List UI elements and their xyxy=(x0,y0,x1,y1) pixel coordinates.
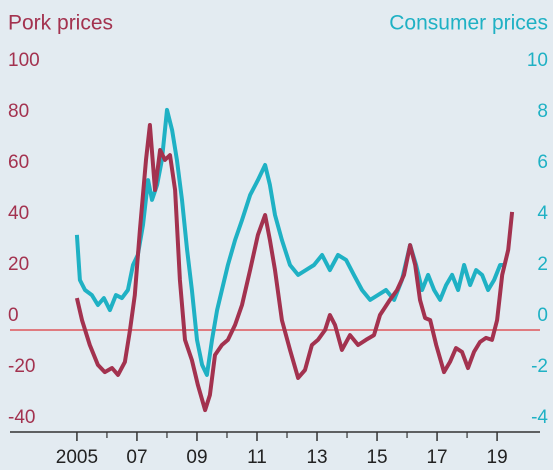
y2-tick-label: 4 xyxy=(537,203,548,224)
y-tick-label: 40 xyxy=(8,203,29,224)
y2-tick-label: -4 xyxy=(531,407,548,428)
x-tick-label: 15 xyxy=(366,447,387,468)
y-tick-label: -40 xyxy=(8,407,35,428)
x-tick-label: 19 xyxy=(487,447,508,468)
y-tick-label: 0 xyxy=(8,305,19,326)
x-tick-label: 13 xyxy=(306,447,327,468)
y-tick-label: -20 xyxy=(8,356,35,377)
series-line xyxy=(74,107,506,377)
y-axis-title: Pork prices xyxy=(8,12,113,35)
x-tick-label: 11 xyxy=(247,447,267,468)
y-tick-label: 20 xyxy=(8,254,29,275)
y-tick-label: 60 xyxy=(8,152,29,173)
x-tick-label: 07 xyxy=(126,447,147,468)
y2-tick-label: 8 xyxy=(537,101,548,122)
x-tick-label: 17 xyxy=(426,447,447,468)
y2-tick-label: -2 xyxy=(531,356,548,377)
y2-tick-label: 2 xyxy=(537,254,548,275)
y2-tick-label: 0 xyxy=(537,305,548,326)
y-tick-label: 80 xyxy=(8,101,29,122)
x-tick-label: 2005 xyxy=(56,447,98,468)
series-line xyxy=(74,123,515,413)
y2-tick-label: 10 xyxy=(527,50,548,71)
y2-tick-label: 6 xyxy=(537,152,548,173)
y-tick-label: 100 xyxy=(8,50,40,71)
y2-axis-title: Consumer prices xyxy=(389,12,548,35)
x-tick-label: 09 xyxy=(186,447,207,468)
